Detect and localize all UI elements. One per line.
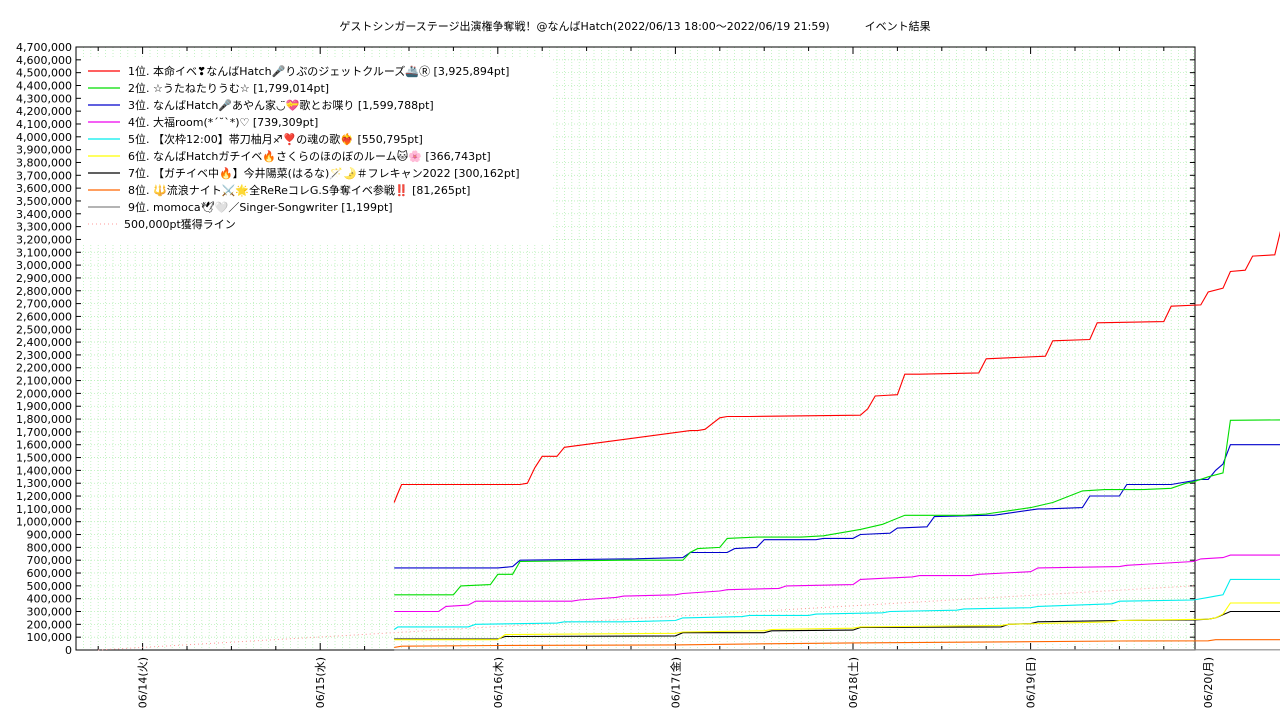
y-tick-label: 200,000: [27, 618, 73, 631]
legend-label: 4位. 大福room(*´˘`*)♡ [739,309pt]: [128, 115, 318, 129]
reference-line: [98, 585, 1194, 651]
y-tick-label: 1,000,000: [16, 516, 72, 529]
y-tick-label: 1,700,000: [16, 426, 72, 439]
series-line: [394, 554, 1280, 613]
y-tick-label: 4,300,000: [16, 92, 72, 105]
legend-label: 3位. なんばHatch🎤あやん家◡̈💝歌とお喋り [1,599,788pt]: [128, 98, 434, 112]
y-tick-label: 4,000,000: [16, 131, 72, 144]
y-tick-label: 3,000,000: [16, 259, 72, 272]
y-tick-label: 2,400,000: [16, 336, 72, 349]
legend-label: 7位. 【ガチイベ中🔥】今井陽菜(はるな)🪄🌛＃フレキャン2022 [300,1…: [128, 166, 520, 180]
y-tick-label: 4,100,000: [16, 118, 72, 131]
y-tick-label: 3,500,000: [16, 195, 72, 208]
y-tick-label: 3,900,000: [16, 144, 72, 157]
y-tick-label: 500,000: [27, 580, 73, 593]
x-axis-ticks: 06/14(火) 06/15(水) 06/16(木) 06/17(金) 06/18(土)…: [97, 47, 1215, 708]
y-tick-label: 3,300,000: [16, 221, 72, 234]
y-tick-label: 300,000: [27, 606, 73, 619]
x-tick-label: 06/18(土): [847, 657, 860, 708]
series-line: [393, 578, 1280, 630]
y-tick-label: 1,900,000: [16, 400, 72, 413]
legend-label: 5位. 【次枠12:00】帯刀柚月♐❣️の魂の歌❤️‍🔥 [550,795pt]: [128, 132, 423, 146]
x-tick-label: 06/17(金): [668, 657, 682, 708]
series-line: [394, 419, 1280, 596]
y-tick-label: 4,600,000: [16, 54, 72, 67]
y-tick-label: 600,000: [27, 567, 73, 580]
legend-label: 8位. 🔱流浪ナイト⚔️🌟全ReReコレG.S争奪イベ参戦‼️ [81,265p…: [128, 183, 470, 197]
chart-title: ゲストシンガーステージ出演権争奪戦！@なんばHatch(2022/06/13 1…: [339, 20, 931, 33]
y-tick-label: 2,800,000: [16, 285, 72, 298]
legend-label: 500,000pt獲得ライン: [124, 218, 236, 231]
y-tick-label: 1,600,000: [16, 439, 72, 452]
y-tick-label: 3,400,000: [16, 208, 72, 221]
x-tick-label: 06/14(火): [137, 657, 150, 708]
y-tick-label: 2,000,000: [16, 387, 72, 400]
y-tick-label: 400,000: [27, 593, 73, 606]
y-tick-label: 3,800,000: [16, 156, 72, 169]
y-tick-label: 4,700,000: [16, 41, 72, 54]
y-tick-label: 1,800,000: [16, 413, 72, 426]
y-tick-label: 0: [65, 644, 72, 657]
y-tick-label: 900,000: [27, 529, 73, 542]
y-tick-label: 1,300,000: [16, 477, 72, 490]
series-line: [394, 639, 1280, 648]
y-tick-label: 2,600,000: [16, 310, 72, 323]
y-tick-label: 4,500,000: [16, 67, 72, 80]
x-tick-label: 06/19(日): [1025, 657, 1038, 708]
legend-label: 6位. なんばHatchガチイベ🔥さくらのほのぼのルーム🐱🌸 [366,743p…: [128, 149, 491, 163]
y-tick-label: 2,500,000: [16, 323, 72, 336]
y-axis-ticks: 0100,000200,000300,000400,000500,000600,…: [16, 41, 1195, 657]
legend-label: 9位. momoca🕊🤍／Singer-Songwriter [1,199pt]: [128, 200, 393, 214]
y-tick-label: 2,100,000: [16, 375, 72, 388]
y-tick-label: 2,200,000: [16, 362, 72, 375]
y-tick-label: 2,700,000: [16, 298, 72, 311]
y-tick-label: 2,900,000: [16, 272, 72, 285]
y-tick-label: 700,000: [27, 554, 73, 567]
y-tick-label: 3,100,000: [16, 246, 72, 259]
y-tick-label: 100,000: [27, 631, 73, 644]
series-lines: [98, 230, 1280, 651]
series-line: [393, 230, 1280, 503]
legend-label: 2位. ☆うたねたりうむ☆ [1,799,014pt]: [128, 81, 329, 95]
y-tick-label: 4,200,000: [16, 105, 72, 118]
y-tick-label: 1,500,000: [16, 452, 72, 465]
y-tick-label: 4,400,000: [16, 79, 72, 92]
y-tick-label: 3,600,000: [16, 182, 72, 195]
legend: 1位. 本命イベ❣なんばHatch🎤りぷのジェットクルーズ🚢Ⓡ [3,925,8…: [81, 57, 553, 243]
x-tick-label: 06/15(水): [314, 657, 327, 708]
x-tick-label: 06/16(木): [492, 657, 505, 708]
y-tick-label: 3,200,000: [16, 233, 72, 246]
legend-label: 1位. 本命イベ❣なんばHatch🎤りぷのジェットクルーズ🚢Ⓡ [3,925,8…: [128, 64, 509, 78]
series-line: [394, 602, 1280, 641]
legend-box: [81, 57, 553, 243]
y-tick-label: 1,200,000: [16, 490, 72, 503]
y-tick-label: 2,300,000: [16, 349, 72, 362]
y-tick-label: 3,700,000: [16, 169, 72, 182]
series-line: [394, 444, 1280, 569]
y-tick-label: 800,000: [27, 541, 73, 554]
x-tick-label: 06/20(月): [1202, 657, 1215, 708]
y-tick-label: 1,100,000: [16, 503, 72, 516]
y-tick-label: 1,400,000: [16, 464, 72, 477]
